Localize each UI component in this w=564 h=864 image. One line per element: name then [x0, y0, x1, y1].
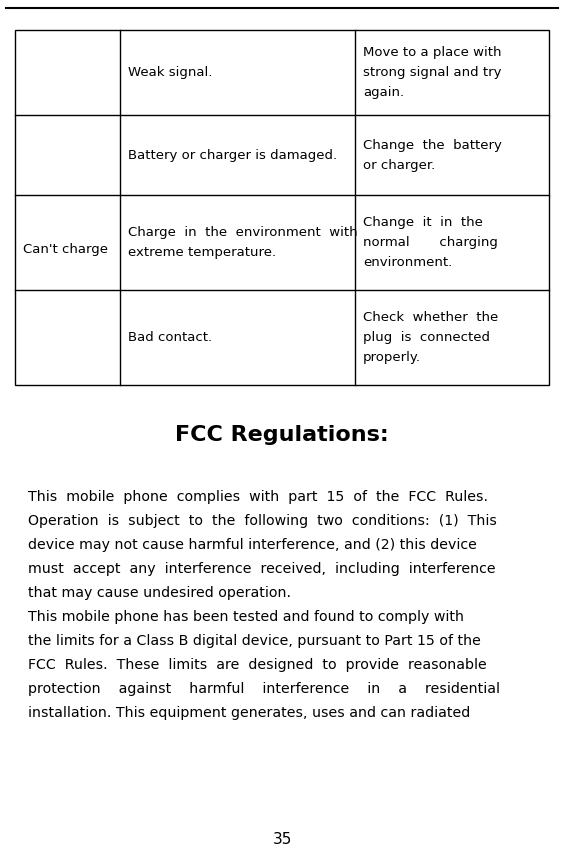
Text: Change  it  in  the
normal       charging
environment.: Change it in the normal charging environ… — [363, 216, 498, 269]
Text: Operation  is  subject  to  the  following  two  conditions:  (1)  This: Operation is subject to the following tw… — [28, 514, 497, 528]
Text: Change  the  battery
or charger.: Change the battery or charger. — [363, 138, 502, 171]
Text: Check  whether  the
plug  is  connected
properly.: Check whether the plug is connected prop… — [363, 311, 498, 364]
Text: device may not cause harmful interference, and (2) this device: device may not cause harmful interferenc… — [28, 538, 477, 552]
Text: installation. This equipment generates, uses and can radiated: installation. This equipment generates, … — [28, 706, 470, 720]
Text: FCC Regulations:: FCC Regulations: — [175, 425, 389, 445]
Text: that may cause undesired operation.: that may cause undesired operation. — [28, 586, 291, 600]
Text: This  mobile  phone  complies  with  part  15  of  the  FCC  Rules.: This mobile phone complies with part 15 … — [28, 490, 488, 504]
Text: 35: 35 — [272, 833, 292, 848]
Text: protection    against    harmful    interference    in    a    residential: protection against harmful interference … — [28, 682, 500, 696]
Bar — [15, 30, 549, 385]
Text: Move to a place with
strong signal and try
again.: Move to a place with strong signal and t… — [363, 46, 501, 99]
Text: Charge  in  the  environment  with
extreme temperature.: Charge in the environment with extreme t… — [128, 226, 358, 259]
Text: Weak signal.: Weak signal. — [128, 66, 213, 79]
Text: Battery or charger is damaged.: Battery or charger is damaged. — [128, 149, 337, 162]
Text: Bad contact.: Bad contact. — [128, 331, 212, 344]
Text: This mobile phone has been tested and found to comply with: This mobile phone has been tested and fo… — [28, 610, 464, 624]
Text: the limits for a Class B digital device, pursuant to Part 15 of the: the limits for a Class B digital device,… — [28, 634, 481, 648]
Text: FCC  Rules.  These  limits  are  designed  to  provide  reasonable: FCC Rules. These limits are designed to … — [28, 658, 487, 672]
Text: Can't charge: Can't charge — [23, 244, 108, 257]
Text: must  accept  any  interference  received,  including  interference: must accept any interference received, i… — [28, 562, 496, 576]
